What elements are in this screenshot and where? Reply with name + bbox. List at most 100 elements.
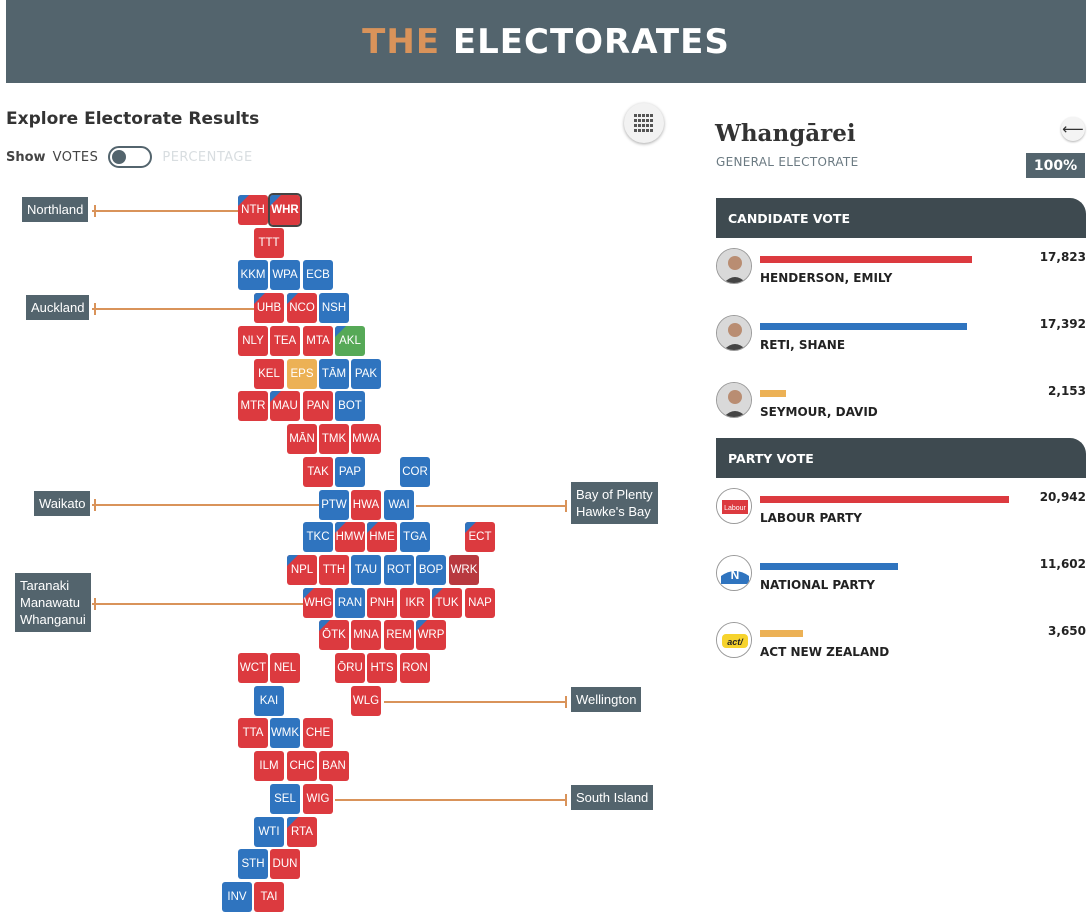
- electorate-tile-mna[interactable]: MNA: [351, 620, 381, 650]
- electorate-tile-rta[interactable]: RTA: [287, 817, 317, 847]
- electorate-tile-tea[interactable]: TEA: [270, 326, 300, 356]
- electorate-tile-nap[interactable]: NAP: [465, 588, 495, 618]
- electorate-tile-sel[interactable]: SEL: [270, 784, 300, 814]
- electorate-code: AKL: [339, 335, 361, 347]
- electorate-tile-tkc[interactable]: TKC: [303, 522, 333, 552]
- electorate-tile-uhb[interactable]: UHB: [254, 293, 284, 323]
- electorate-tile-npl[interactable]: NPL: [287, 555, 317, 585]
- electorate-tile-tām[interactable]: TĀM: [319, 359, 349, 389]
- electorate-tile-nth[interactable]: NTH: [238, 195, 268, 225]
- flip-corner-marker: [335, 522, 346, 533]
- electorate-tile-pnh[interactable]: PNH: [367, 588, 397, 618]
- electorate-tile-mwa[interactable]: MWA: [351, 424, 381, 454]
- electorate-tile-tga[interactable]: TGA: [400, 522, 430, 552]
- electorate-tile-whr[interactable]: WHR: [268, 193, 302, 227]
- electorate-tile-wlg[interactable]: WLG: [351, 686, 381, 716]
- electorate-tile-nel[interactable]: NEL: [270, 653, 300, 683]
- back-button[interactable]: ⟵: [1061, 117, 1085, 141]
- electorate-tile-mtr[interactable]: MTR: [238, 391, 268, 421]
- electorate-tile-wti[interactable]: WTI: [254, 817, 284, 847]
- electorate-code: WIG: [306, 793, 330, 805]
- electorate-tile-wpa[interactable]: WPA: [270, 260, 300, 290]
- electorate-tile-chc[interactable]: CHC: [287, 751, 317, 781]
- electorate-tile-tai[interactable]: TAI: [254, 882, 284, 912]
- candidate-avatar: [716, 248, 752, 284]
- electorate-tile-nly[interactable]: NLY: [238, 326, 268, 356]
- electorate-tile-rem[interactable]: REM: [384, 620, 414, 650]
- electorate-code: ŌTK: [322, 629, 346, 641]
- electorate-tile-pap[interactable]: PAP: [335, 457, 365, 487]
- electorate-tile-hme[interactable]: HME: [367, 522, 397, 552]
- electorate-code: INV: [227, 891, 247, 903]
- electorate-tile-ecb[interactable]: ECB: [303, 260, 333, 290]
- vote-count: 11,602: [1039, 557, 1086, 571]
- electorate-tile-ttt[interactable]: TTT: [254, 228, 284, 258]
- electorate-tile-hmw[interactable]: HMW: [335, 522, 365, 552]
- electorate-code: ILM: [259, 760, 279, 772]
- electorate-tile-nsh[interactable]: NSH: [319, 293, 349, 323]
- electorate-tile-cor[interactable]: COR: [400, 457, 430, 487]
- percentage-option[interactable]: PERCENTAGE: [162, 149, 253, 165]
- electorate-tile-ran[interactable]: RAN: [335, 588, 365, 618]
- electorate-code: IKR: [405, 597, 425, 609]
- electorate-tile-wig[interactable]: WIG: [303, 784, 333, 814]
- electorate-tile-che[interactable]: CHE: [303, 718, 333, 748]
- electorate-tile-kai[interactable]: KAI: [254, 686, 284, 716]
- electorate-tile-ban[interactable]: BAN: [319, 751, 349, 781]
- electorate-tile-wct[interactable]: WCT: [238, 653, 268, 683]
- electorate-tile-ron[interactable]: RON: [400, 653, 430, 683]
- electorate-code: SEL: [274, 793, 296, 805]
- vote-bar: [760, 323, 967, 330]
- party-row: N NATIONAL PARTY 11,602: [716, 555, 1086, 605]
- electorate-tile-wrk[interactable]: WRK: [449, 555, 479, 585]
- svg-text:act/: act/: [727, 637, 744, 647]
- electorate-tile-kel[interactable]: KEL: [254, 359, 284, 389]
- votes-option[interactable]: VOTES: [52, 149, 99, 165]
- electorate-tile-ilm[interactable]: ILM: [254, 751, 284, 781]
- electorate-code: PNH: [369, 597, 395, 609]
- electorate-code: TAK: [307, 466, 329, 478]
- electorate-tile-inv[interactable]: INV: [222, 882, 252, 912]
- vote-bar: [760, 256, 972, 263]
- toggle-knob: [112, 150, 127, 164]
- electorate-tile-ptw[interactable]: PTW: [319, 490, 349, 520]
- electorate-tile-kkm[interactable]: KKM: [238, 260, 268, 290]
- electorate-tile-sth[interactable]: STH: [238, 849, 268, 879]
- electorate-tile-pan[interactable]: PAN: [303, 391, 333, 421]
- votes-percentage-toggle[interactable]: [108, 146, 153, 168]
- electorate-tile-tth[interactable]: TTH: [319, 555, 349, 585]
- electorate-code: WAI: [388, 499, 410, 511]
- electorate-tile-bot[interactable]: BOT: [335, 391, 365, 421]
- electorate-tile-hts[interactable]: HTS: [367, 653, 397, 683]
- electorate-tile-tmk[interactable]: TMK: [319, 424, 349, 454]
- electorate-tile-pak[interactable]: PAK: [351, 359, 381, 389]
- electorate-tile-eps[interactable]: EPS: [287, 359, 317, 389]
- electorate-tile-wai[interactable]: WAI: [384, 490, 414, 520]
- electorate-tile-dun[interactable]: DUN: [270, 849, 300, 879]
- electorate-tile-tuk[interactable]: TUK: [432, 588, 462, 618]
- electorate-tile-mān[interactable]: MĀN: [287, 424, 317, 454]
- electorate-tile-tau[interactable]: TAU: [351, 555, 381, 585]
- party-logo: Labour: [716, 488, 752, 524]
- electorate-tile-ōtk[interactable]: ŌTK: [319, 620, 349, 650]
- electorate-tile-hwa[interactable]: HWA: [351, 490, 381, 520]
- electorate-tile-tak[interactable]: TAK: [303, 457, 333, 487]
- candidate-row: SEYMOUR, DAVID 2,153: [716, 382, 1086, 432]
- electorate-tile-mta[interactable]: MTA: [303, 326, 333, 356]
- electorate-tile-bop[interactable]: BOP: [416, 555, 446, 585]
- electorate-tile-nco[interactable]: NCO: [287, 293, 317, 323]
- electorate-code: RON: [402, 662, 428, 674]
- electorate-tile-rot[interactable]: ROT: [384, 555, 414, 585]
- electorate-tile-whg[interactable]: WHG: [303, 588, 333, 618]
- electorate-code: MWA: [352, 433, 380, 445]
- electorate-tile-ikr[interactable]: IKR: [400, 588, 430, 618]
- electorate-tile-tta[interactable]: TTA: [238, 718, 268, 748]
- electorate-tile-ect[interactable]: ECT: [465, 522, 495, 552]
- grid-view-button[interactable]: [624, 103, 664, 143]
- electorate-tile-wmk[interactable]: WMK: [270, 718, 300, 748]
- electorate-tile-wrp[interactable]: WRP: [416, 620, 446, 650]
- electorate-tile-mau[interactable]: MAU: [270, 391, 300, 421]
- electorate-tile-akl[interactable]: AKL: [335, 326, 365, 356]
- region-label-taranaki: Taranaki Manawatu Whanganui: [15, 573, 91, 632]
- electorate-tile-ōru[interactable]: ŌRU: [335, 653, 365, 683]
